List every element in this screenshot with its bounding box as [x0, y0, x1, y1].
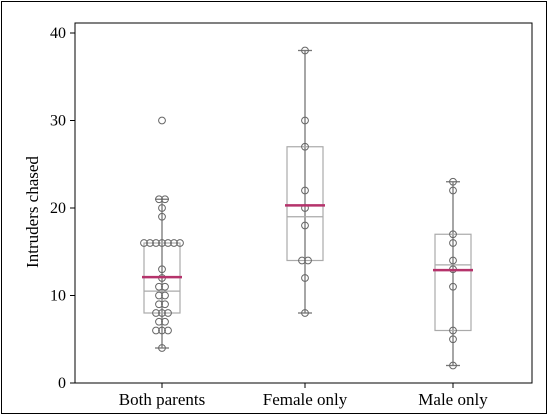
data-point — [152, 309, 160, 317]
data-point — [449, 326, 457, 335]
data-point — [449, 186, 457, 195]
data-point — [158, 204, 166, 212]
data-point — [301, 46, 309, 55]
data-point — [158, 116, 166, 125]
data-point — [449, 239, 457, 247]
y-axis-title: Intruders chased — [23, 156, 42, 268]
data-point — [449, 177, 457, 186]
data-point — [158, 326, 166, 335]
y-tick-label: 30 — [50, 113, 66, 130]
data-point — [449, 335, 457, 344]
data-point — [298, 256, 306, 265]
data-point — [155, 317, 163, 326]
data-point — [301, 142, 309, 151]
box-iqr — [434, 233, 472, 332]
y-tick-label: 10 — [50, 288, 66, 305]
data-point — [170, 239, 178, 247]
data-point — [158, 212, 166, 221]
data-point — [164, 326, 172, 335]
data-point — [301, 309, 309, 317]
data-point — [449, 282, 457, 291]
y-tick-label: 20 — [50, 200, 66, 217]
data-point — [161, 291, 169, 300]
x-category-label: Female only — [263, 390, 348, 409]
data-point — [155, 291, 163, 300]
data-point — [301, 116, 309, 125]
data-point — [158, 239, 166, 247]
data-point — [158, 344, 166, 352]
data-point — [301, 274, 309, 282]
data-point — [449, 361, 457, 370]
data-point — [176, 239, 184, 247]
chart-marks: 0 10 20 30 40 Both parents Female only Male onl… — [50, 22, 533, 409]
x-category-label: Both parents — [119, 390, 205, 409]
data-point — [140, 239, 148, 247]
data-point — [164, 309, 172, 317]
data-point — [161, 282, 169, 291]
data-point — [161, 195, 169, 204]
data-point — [152, 239, 160, 247]
data-point — [449, 230, 457, 239]
data-point — [155, 195, 163, 204]
data-point — [155, 282, 163, 291]
data-point — [161, 317, 169, 326]
data-point — [164, 239, 172, 247]
data-point — [155, 300, 163, 309]
data-point — [152, 326, 160, 335]
data-point — [146, 239, 154, 247]
data-point — [158, 309, 166, 317]
data-point — [158, 265, 166, 274]
plot-area-border — [74, 22, 533, 384]
data-point — [301, 221, 309, 230]
data-point — [161, 300, 169, 309]
data-point — [449, 256, 457, 265]
y-tick-label: 0 — [58, 375, 66, 392]
x-category-label: Male only — [418, 390, 488, 409]
data-point — [301, 186, 309, 195]
y-tick-label: 40 — [50, 25, 66, 42]
data-point — [304, 256, 312, 265]
